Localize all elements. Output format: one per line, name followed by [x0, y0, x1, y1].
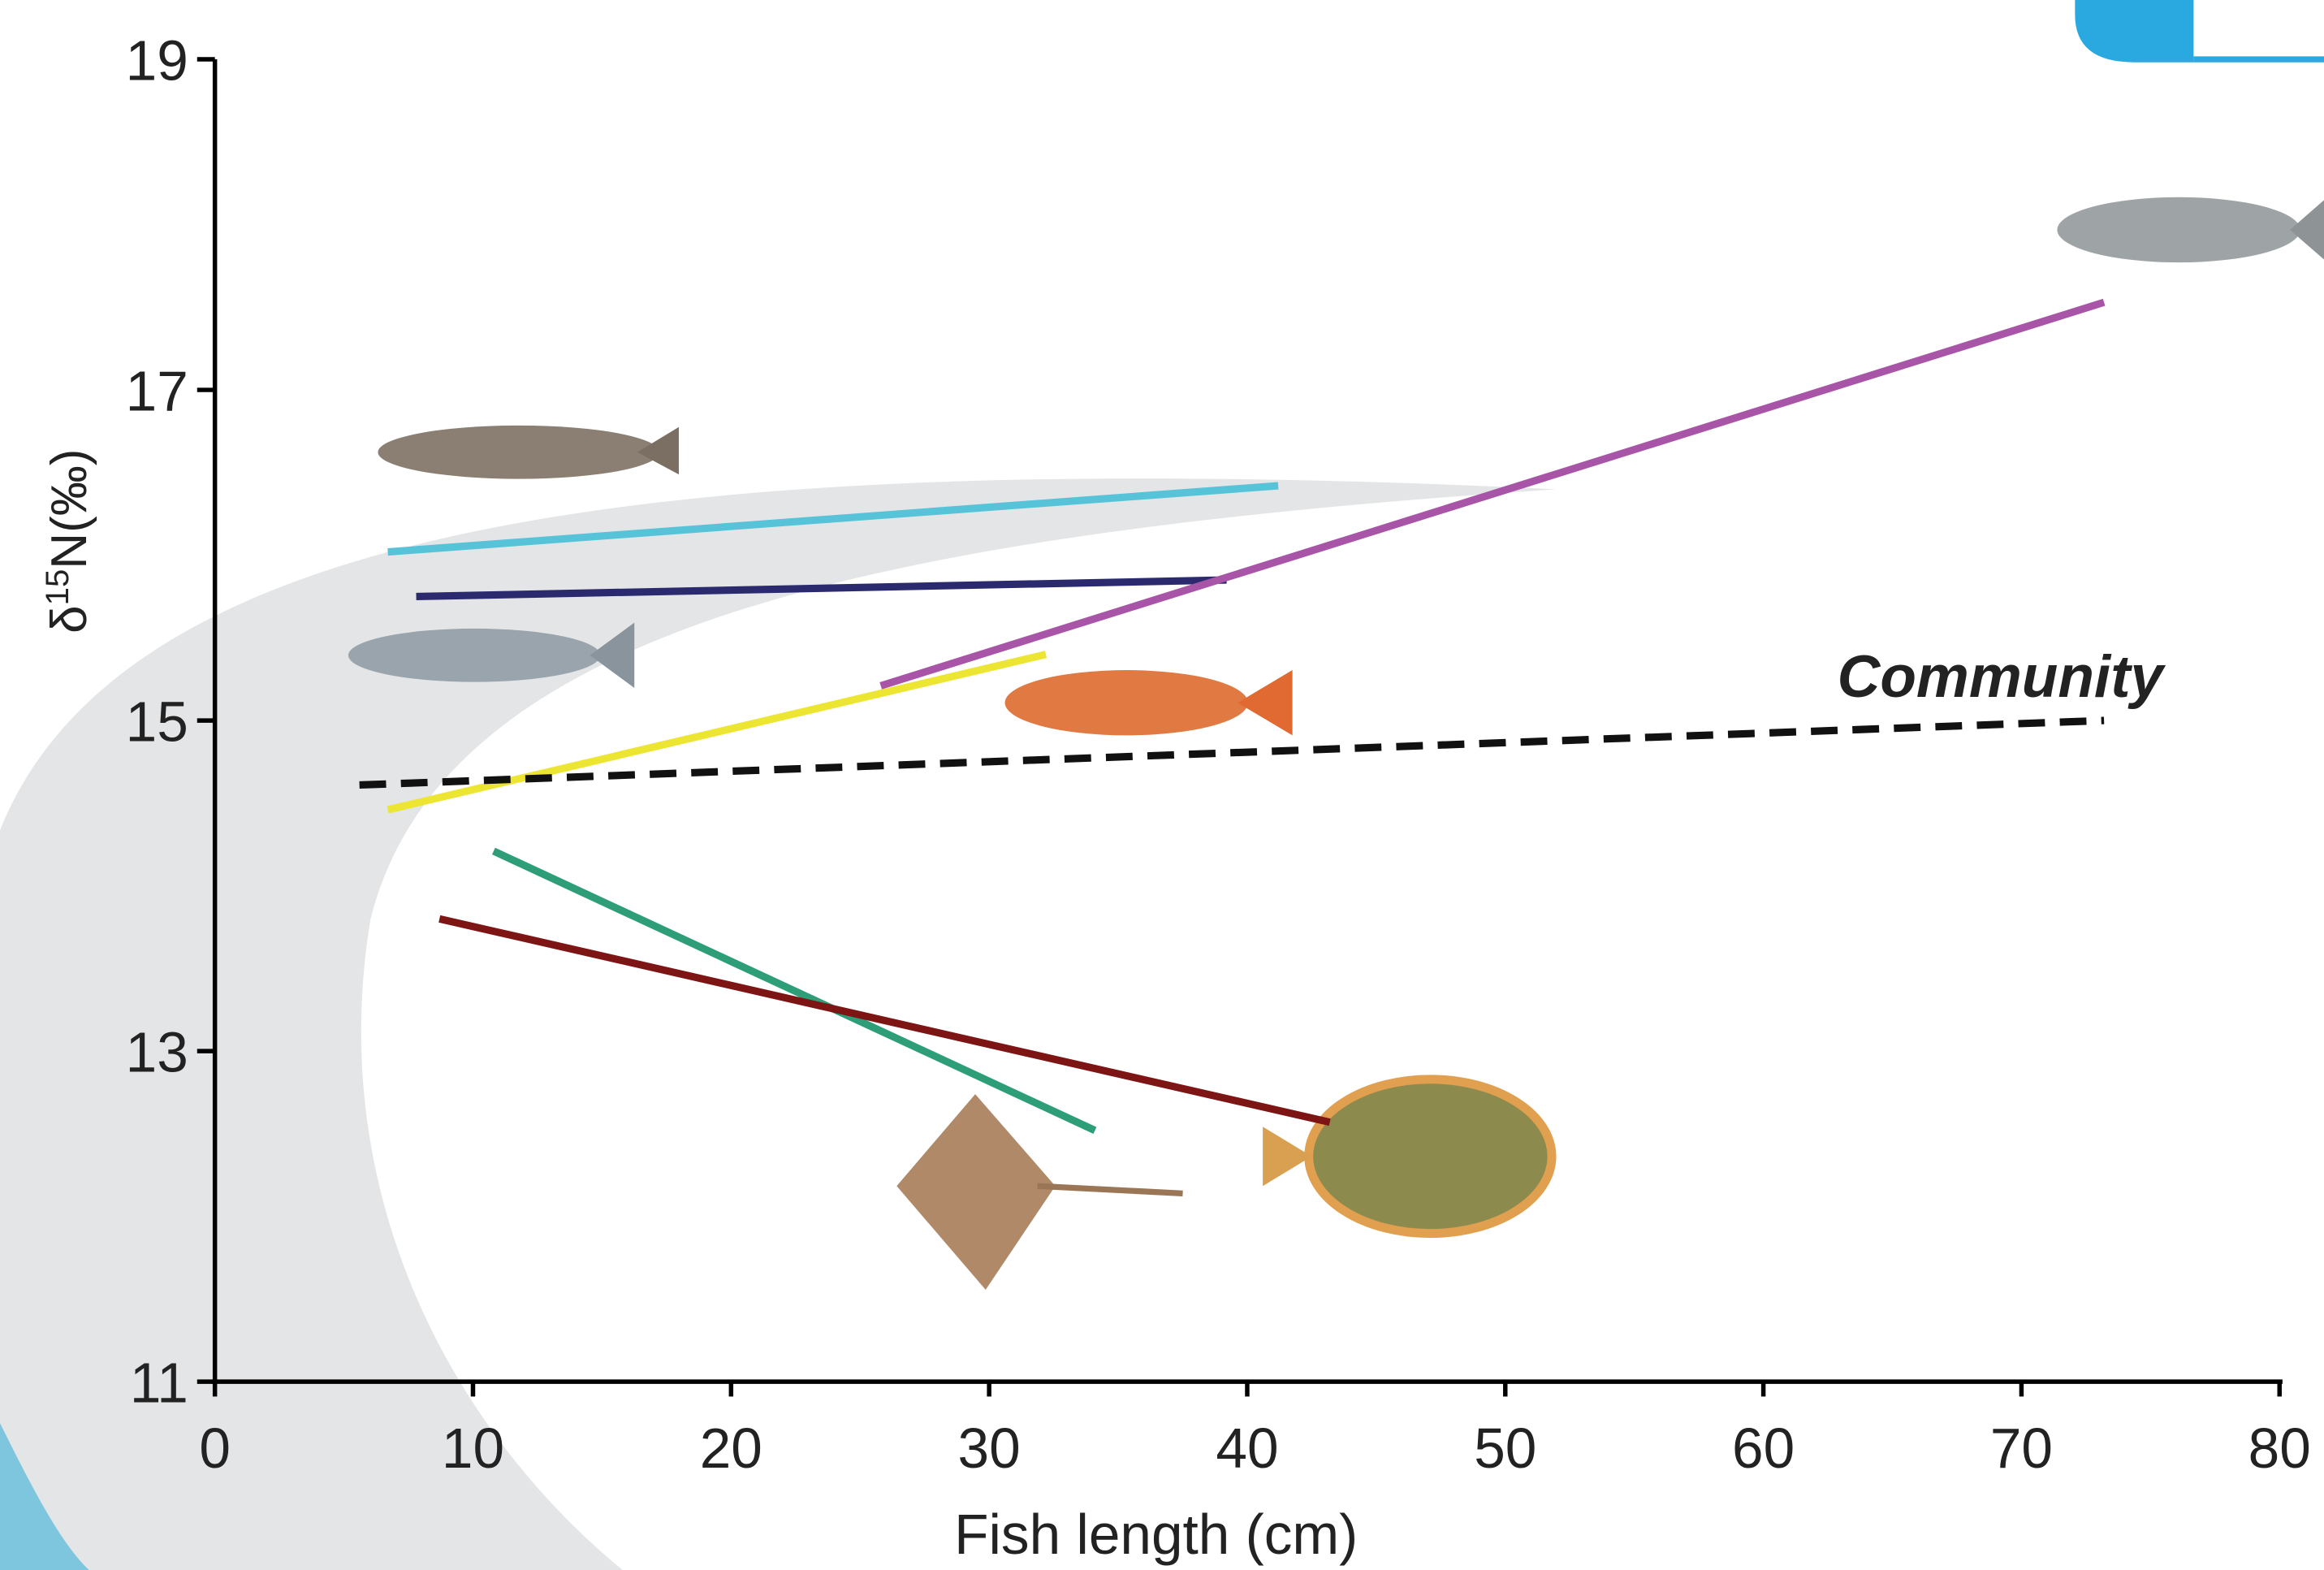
- x-tick-label: 10: [442, 1416, 504, 1480]
- y-tick-label: 19: [126, 29, 188, 93]
- y-axis-title-part: N(‰): [41, 449, 97, 569]
- y-tick-label: 15: [126, 690, 188, 754]
- fish-bass: [2057, 197, 2324, 262]
- y-tick-label: 17: [126, 360, 188, 423]
- x-tick-label: 30: [958, 1416, 1021, 1480]
- page: {"chart_data": { "type": "line", "xlabel…: [0, 0, 2324, 1570]
- x-tick-label: 70: [1990, 1416, 2053, 1480]
- y-axis-title-superscript: 15: [39, 569, 76, 606]
- x-tick-label: 60: [1732, 1416, 1795, 1480]
- background-swoosh: [0, 478, 1557, 1570]
- series-line: [494, 851, 1095, 1131]
- x-tick-label: 0: [199, 1416, 231, 1480]
- x-tick-label: 50: [1474, 1416, 1536, 1480]
- x-tick-label: 20: [700, 1416, 762, 1480]
- fish-ray: [896, 1094, 1182, 1290]
- fish-pollack: [378, 426, 679, 479]
- fish-plaice: [1263, 1079, 1552, 1234]
- series-line: [439, 919, 1329, 1122]
- y-axis-title-part: δ: [41, 605, 97, 634]
- x-axis-title: Fish length (cm): [954, 1503, 1358, 1566]
- fish-mullet: [1005, 670, 1293, 735]
- x-tick-label: 40: [1216, 1416, 1278, 1480]
- y-tick-label: 13: [126, 1021, 188, 1084]
- y-tick-label: 11: [130, 1352, 188, 1415]
- y-axis-title: δ15N(‰): [39, 449, 97, 634]
- series-label: Community: [1838, 644, 2166, 710]
- x-tick-label: 80: [2248, 1416, 2311, 1480]
- chart: Fish length (cm) δ15N(‰) 010203040506070…: [0, 0, 2324, 1570]
- corner-tab: [2075, 0, 2193, 63]
